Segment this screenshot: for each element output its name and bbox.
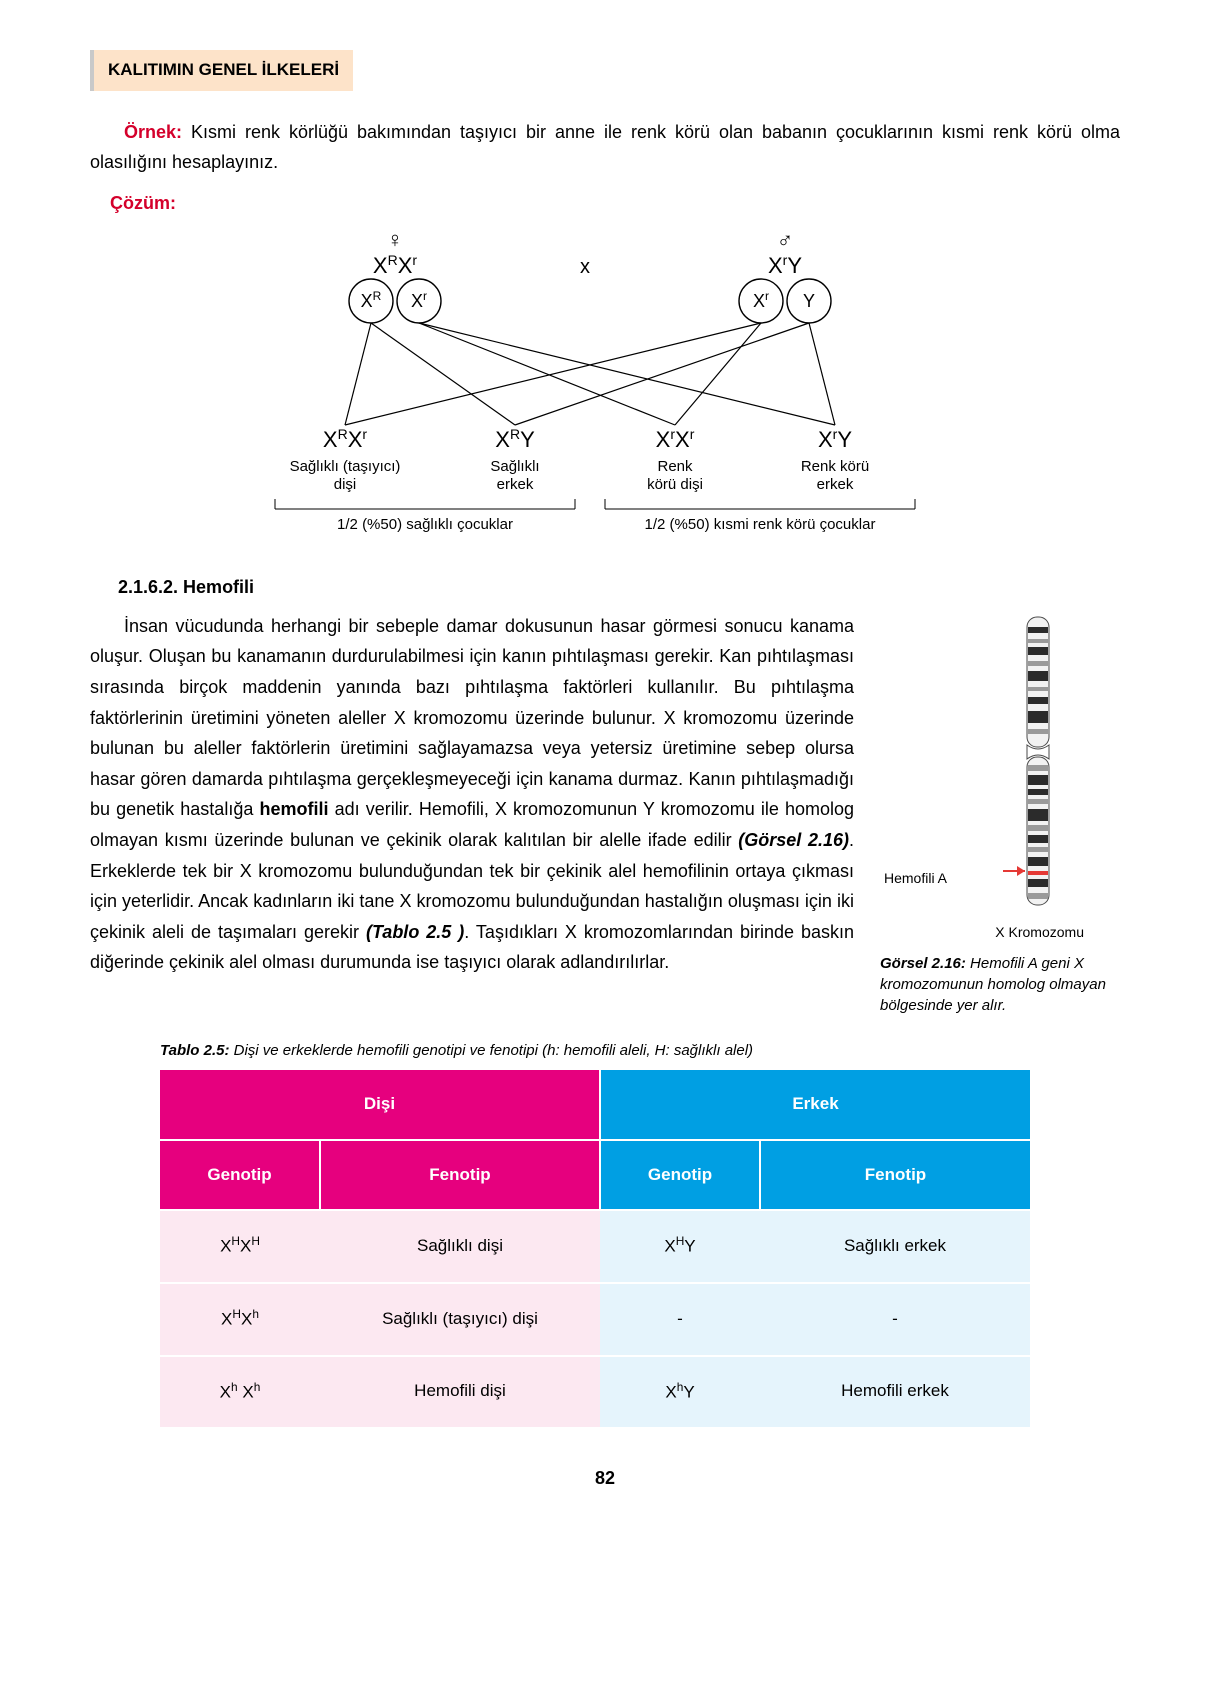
table-header-row-1: Dişi Erkek (160, 1070, 1030, 1140)
chapter-header: KALITIMIN GENEL İLKELERİ (90, 50, 353, 91)
svg-text:XR: XR (361, 289, 382, 311)
table-row: XHXh Sağlıklı (taşıyıcı) dişi - - (160, 1283, 1030, 1356)
svg-text:♀: ♀ (387, 227, 404, 252)
cell-e-geno-1: - (600, 1283, 760, 1356)
figure-caption: Görsel 2.16: Hemofili A geni X kromozomu… (880, 953, 1120, 1016)
punnett-svg: ♀ ♂ x XRXr XrY XR Xr Xr Y XRXr XRY XrXr … (255, 225, 955, 535)
cell-e-feno-1: - (760, 1283, 1030, 1356)
svg-text:XRXr: XRXr (323, 426, 368, 452)
hemofili-section: İnsan vücudunda herhangi bir sebeple dam… (90, 611, 1120, 1016)
table-row: Xh Xh Hemofili dişi XhY Hemofili erkek (160, 1356, 1030, 1428)
section-heading: 2.1.6.2. Hemofili (118, 572, 1120, 603)
svg-text:Xr: Xr (411, 289, 427, 311)
example-text: Kısmi renk körlüğü bakımından taşıyıcı b… (90, 122, 1120, 173)
figure-caption-bold: Görsel 2.16: (880, 955, 966, 972)
hemofili-paragraph: İnsan vücudunda herhangi bir sebeple dam… (90, 611, 854, 978)
svg-text:♂: ♂ (777, 227, 794, 252)
cell-e-feno-2: Hemofili erkek (760, 1356, 1030, 1428)
cell-e-feno-0: Sağlıklı erkek (760, 1210, 1030, 1283)
cell-d-geno-1: XHXh (160, 1283, 320, 1356)
cell-d-geno-0: XHXH (160, 1210, 320, 1283)
table-row: XHXH Sağlıklı dişi XHY Sağlıklı erkek (160, 1210, 1030, 1283)
p-ref-2: (Tablo 2.5 ) (366, 922, 464, 942)
svg-text:Sağlıklı: Sağlıklı (490, 458, 539, 475)
svg-text:Renk körü: Renk körü (801, 458, 869, 475)
hemofili-a-label: Hemofili A (884, 867, 947, 891)
example-paragraph: Örnek: Kısmi renk körlüğü bakımından taş… (90, 117, 1120, 178)
cell-d-feno-1: Sağlıklı (taşıyıcı) dişi (320, 1283, 600, 1356)
hemofili-table: Dişi Erkek Genotip Fenotip Genotip Fenot… (160, 1070, 1030, 1427)
p-ref-1: (Görsel 2.16) (738, 830, 849, 850)
table-caption-text: Dişi ve erkeklerde hemofili genotipi ve … (229, 1042, 753, 1059)
th-erkek-fenotip: Fenotip (760, 1140, 1030, 1211)
svg-text:1/2 (%50) sağlıklı çocuklar: 1/2 (%50) sağlıklı çocuklar (337, 516, 513, 533)
svg-text:Xr: Xr (753, 289, 769, 311)
th-disi-genotip: Genotip (160, 1140, 320, 1211)
svg-text:XrY: XrY (818, 426, 852, 452)
svg-text:1/2 (%50) kısmi renk körü çocu: 1/2 (%50) kısmi renk körü çocuklar (645, 516, 876, 533)
page-number: 82 (90, 1463, 1120, 1494)
cell-d-geno-2: Xh Xh (160, 1356, 320, 1428)
svg-text:XRXr: XRXr (373, 252, 418, 278)
svg-text:Renk: Renk (657, 458, 693, 475)
th-disi-fenotip: Fenotip (320, 1140, 600, 1211)
svg-text:x: x (580, 256, 590, 278)
svg-text:XrXr: XrXr (656, 426, 695, 452)
svg-text:erkek: erkek (817, 476, 854, 493)
th-disi: Dişi (160, 1070, 600, 1140)
cell-e-geno-2: XhY (600, 1356, 760, 1428)
table-header-row-2: Genotip Fenotip Genotip Fenotip (160, 1140, 1030, 1211)
chromosome-figure: Hemofili A X Kromozomu (880, 611, 1120, 945)
solution-label: Çözüm: (110, 188, 1120, 219)
th-erkek-genotip: Genotip (600, 1140, 760, 1211)
punnett-cross-diagram: ♀ ♂ x XRXr XrY XR Xr Xr Y XRXr XRY XrXr … (90, 225, 1120, 545)
svg-text:XRY: XRY (495, 426, 535, 452)
cell-d-feno-0: Sağlıklı dişi (320, 1210, 600, 1283)
svg-text:Sağlıklı (taşıyıcı): Sağlıklı (taşıyıcı) (290, 458, 401, 475)
th-erkek: Erkek (600, 1070, 1030, 1140)
svg-text:erkek: erkek (497, 476, 534, 493)
table-caption-bold: Tablo 2.5: (160, 1042, 229, 1059)
example-label: Örnek: (124, 122, 182, 142)
p-text-1: İnsan vücudunda herhangi bir sebeple dam… (90, 616, 854, 820)
p-bold-hemofili: hemofili (259, 799, 328, 819)
cell-d-feno-2: Hemofili dişi (320, 1356, 600, 1428)
svg-text:körü dişi: körü dişi (647, 476, 703, 493)
svg-text:XrY: XrY (768, 252, 802, 278)
chromosome-svg (925, 611, 1075, 911)
cell-e-geno-0: XHY (600, 1210, 760, 1283)
svg-text:dişi: dişi (334, 476, 357, 493)
svg-text:Y: Y (803, 291, 815, 311)
x-chromosome-label: X Kromozomu (880, 921, 1120, 945)
table-caption: Tablo 2.5: Dişi ve erkeklerde hemofili g… (160, 1038, 1120, 1064)
